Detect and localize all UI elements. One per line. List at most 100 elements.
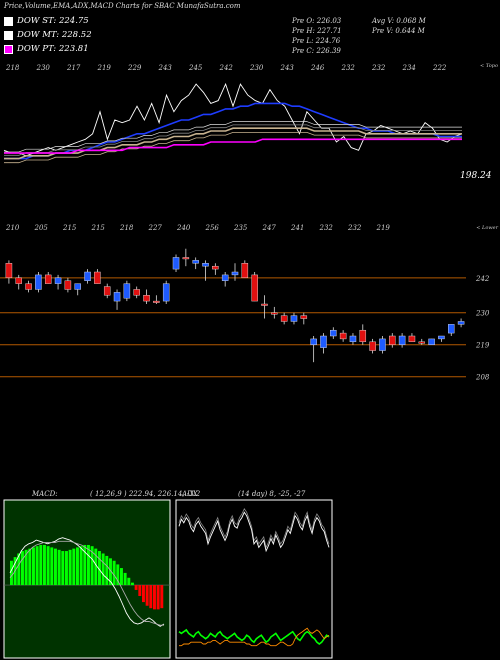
- ema-tick-label: 246: [310, 64, 325, 72]
- candle-body: [221, 274, 229, 281]
- candle-body: [438, 335, 445, 340]
- macd-histogram-bar: [10, 560, 13, 586]
- price-tick-label: 215: [91, 224, 106, 232]
- legend-swatch-mt: [4, 30, 13, 40]
- macd-label: MACD:: [32, 490, 58, 498]
- candle-body: [35, 274, 42, 290]
- candle-body: [320, 335, 327, 348]
- macd-histogram-bar: [35, 546, 39, 586]
- macd-histogram-bar: [21, 551, 24, 586]
- price-tick-label: 235: [233, 224, 248, 232]
- price-level-label: 208: [475, 374, 490, 382]
- ema-tick-label: 234: [402, 64, 416, 72]
- candle-body: [182, 257, 190, 260]
- ema-tick-label: 218: [5, 64, 20, 72]
- macd-histogram-bar: [32, 547, 35, 586]
- macd-histogram-bar: [116, 564, 120, 586]
- candle-body: [231, 271, 239, 276]
- macd-histogram-bar: [54, 548, 57, 586]
- candle-body: [241, 263, 249, 279]
- price-level-label: 230: [475, 310, 490, 318]
- price-tick-label: 232: [347, 224, 362, 232]
- macd-histogram-bar: [145, 585, 149, 606]
- adx-line: [178, 628, 330, 645]
- candle-body: [202, 263, 209, 267]
- macd-histogram-bar: [50, 547, 54, 586]
- candle-body: [133, 289, 140, 296]
- candle-body: [261, 303, 268, 306]
- macd-histogram-bar: [160, 585, 164, 609]
- macd-histogram-bar: [57, 549, 61, 586]
- price-tick-label: 232: [319, 224, 334, 232]
- legend-label-mt: DOW MT: 228.52: [17, 30, 92, 40]
- ema-tick-label: 243: [280, 64, 295, 72]
- macd-histogram-bar: [105, 555, 109, 586]
- ema-line: [4, 138, 462, 154]
- macd-histogram-bar: [68, 549, 72, 586]
- candle-body: [389, 335, 396, 345]
- candle-body: [418, 341, 426, 344]
- legend-swatch-pt: [4, 44, 13, 54]
- candle-body: [448, 324, 455, 334]
- candle-body: [280, 315, 288, 322]
- macd-histogram-bar: [131, 582, 134, 586]
- macd-histogram-bar: [149, 585, 153, 609]
- price-tick-label: 227: [148, 224, 163, 232]
- candle-body: [74, 283, 81, 290]
- macd-histogram-bar: [109, 558, 112, 586]
- macd-histogram-bar: [142, 585, 145, 603]
- price-tick-label: 240: [176, 224, 191, 232]
- candle-body: [94, 271, 101, 284]
- legend-dow-pt: DOW PT: 223.81: [4, 44, 89, 54]
- candle-body: [192, 260, 199, 264]
- candle-body: [44, 274, 52, 284]
- price-tick-label: 205: [34, 224, 49, 232]
- macd-histogram-bar: [112, 560, 116, 586]
- legend-swatch-st: [4, 16, 13, 26]
- stat-avg-volume: Avg V: 0.068 M: [372, 17, 426, 25]
- macd-histogram-bar: [138, 585, 142, 597]
- macd-histogram-bar: [65, 551, 68, 586]
- candle-body: [457, 321, 465, 325]
- legend-dow-st: DOW ST: 224.75: [4, 16, 89, 26]
- candle-body: [54, 277, 62, 284]
- price-level-label: 242: [475, 275, 490, 283]
- macd-histogram-bar: [39, 544, 43, 586]
- candle-body: [153, 300, 160, 303]
- candle-body: [408, 335, 416, 343]
- candle-body: [162, 283, 170, 302]
- macd-histogram-bar: [79, 546, 83, 586]
- ema-panel: 218 230 217 219 229 243 245 242 230 243 246 232 232 2…: [3, 63, 498, 181]
- stat-pre-high: Pre H: 227.71: [292, 27, 342, 35]
- price-top-right-label: < Lower: [476, 225, 498, 231]
- candle-body: [143, 295, 150, 302]
- ema-tick-label: 219: [97, 64, 112, 72]
- price-tick-label: 256: [205, 224, 220, 232]
- adx-panel: [175, 499, 333, 659]
- macd-histogram-bar: [46, 546, 50, 586]
- adx-params: (14 day) 8, -25, -27: [238, 490, 306, 498]
- macd-histogram-bar: [134, 585, 138, 590]
- macd-histogram-bar: [123, 572, 127, 586]
- macd-histogram-bar: [87, 544, 90, 586]
- ema-tick-label: 229: [127, 64, 142, 72]
- macd-panel: [3, 499, 171, 659]
- macd-histogram-bar: [120, 568, 123, 586]
- chart-title: Price,Volume,EMA,ADX,MACD Charts for SBA…: [4, 2, 241, 10]
- macd-histogram-bar: [61, 551, 65, 586]
- macd-histogram-bar: [156, 585, 160, 610]
- adx-label: ADX: [182, 490, 198, 498]
- price-tick-label: 210: [5, 224, 20, 232]
- price-tick-label: 247: [262, 224, 277, 232]
- candle-body: [103, 286, 111, 296]
- ema-last-value-label: 198.24: [460, 171, 492, 181]
- candle-body: [5, 263, 13, 279]
- macd-line: [9, 537, 165, 627]
- ema-tick-label: 243: [158, 64, 173, 72]
- candle-body: [359, 329, 367, 343]
- ema-tick-label: 222: [432, 64, 447, 72]
- candle-body: [428, 338, 435, 345]
- candle-body: [310, 338, 317, 345]
- ema-line: [3, 82, 463, 157]
